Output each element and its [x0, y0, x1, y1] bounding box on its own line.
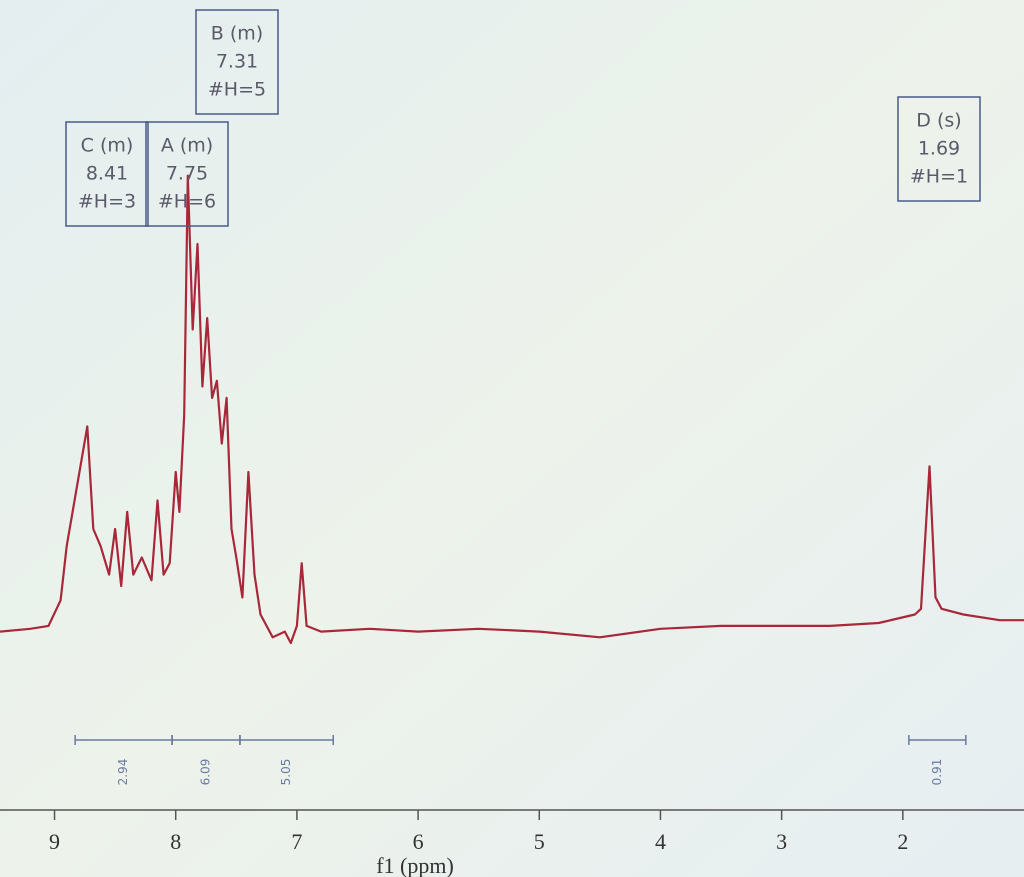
- peak-label: C (m): [81, 135, 134, 157]
- x-tick-label: 3: [776, 829, 787, 854]
- x-tick-label: 6: [413, 829, 424, 854]
- peak-annotation: A (m) 7.75 #H=6: [145, 121, 229, 227]
- integral-value: 6.09: [199, 759, 213, 786]
- peak-annotation: D (s) 1.69 #H=1: [897, 96, 981, 202]
- integral-value: 5.05: [279, 759, 293, 786]
- x-tick-label: 9: [49, 829, 60, 854]
- annotation-box: [145, 121, 229, 227]
- x-axis-label: f1 (ppm): [376, 853, 454, 877]
- integral-value: 0.91: [930, 759, 944, 786]
- peak-annotation: B (m) 7.31 #H=5: [195, 9, 279, 115]
- x-tick-label: 7: [291, 829, 302, 854]
- peak-shift: 7.75: [166, 163, 208, 185]
- annotation-box: [897, 96, 981, 202]
- spectrum-line: [0, 174, 1024, 645]
- annotation-box: [195, 9, 279, 115]
- peak-shift: 1.69: [918, 138, 960, 160]
- peak-label: D (s): [916, 110, 961, 132]
- peak-shift: 8.41: [86, 163, 128, 185]
- x-tick-label: 8: [170, 829, 181, 854]
- x-tick-label: 2: [897, 829, 908, 854]
- annotation-box: [65, 121, 149, 227]
- peak-annotation: C (m) 8.41 #H=3: [65, 121, 149, 227]
- peak-shift: 7.31: [216, 51, 258, 73]
- peak-count: #H=5: [208, 79, 266, 101]
- x-tick-label: 4: [655, 829, 666, 854]
- peak-label: B (m): [211, 23, 263, 45]
- peak-count: #H=3: [78, 191, 136, 213]
- integral-value: 2.94: [116, 759, 130, 786]
- peak-count: #H=6: [158, 191, 216, 213]
- peak-label: A (m): [161, 135, 213, 157]
- x-tick-label: 5: [534, 829, 545, 854]
- peak-count: #H=1: [910, 166, 968, 188]
